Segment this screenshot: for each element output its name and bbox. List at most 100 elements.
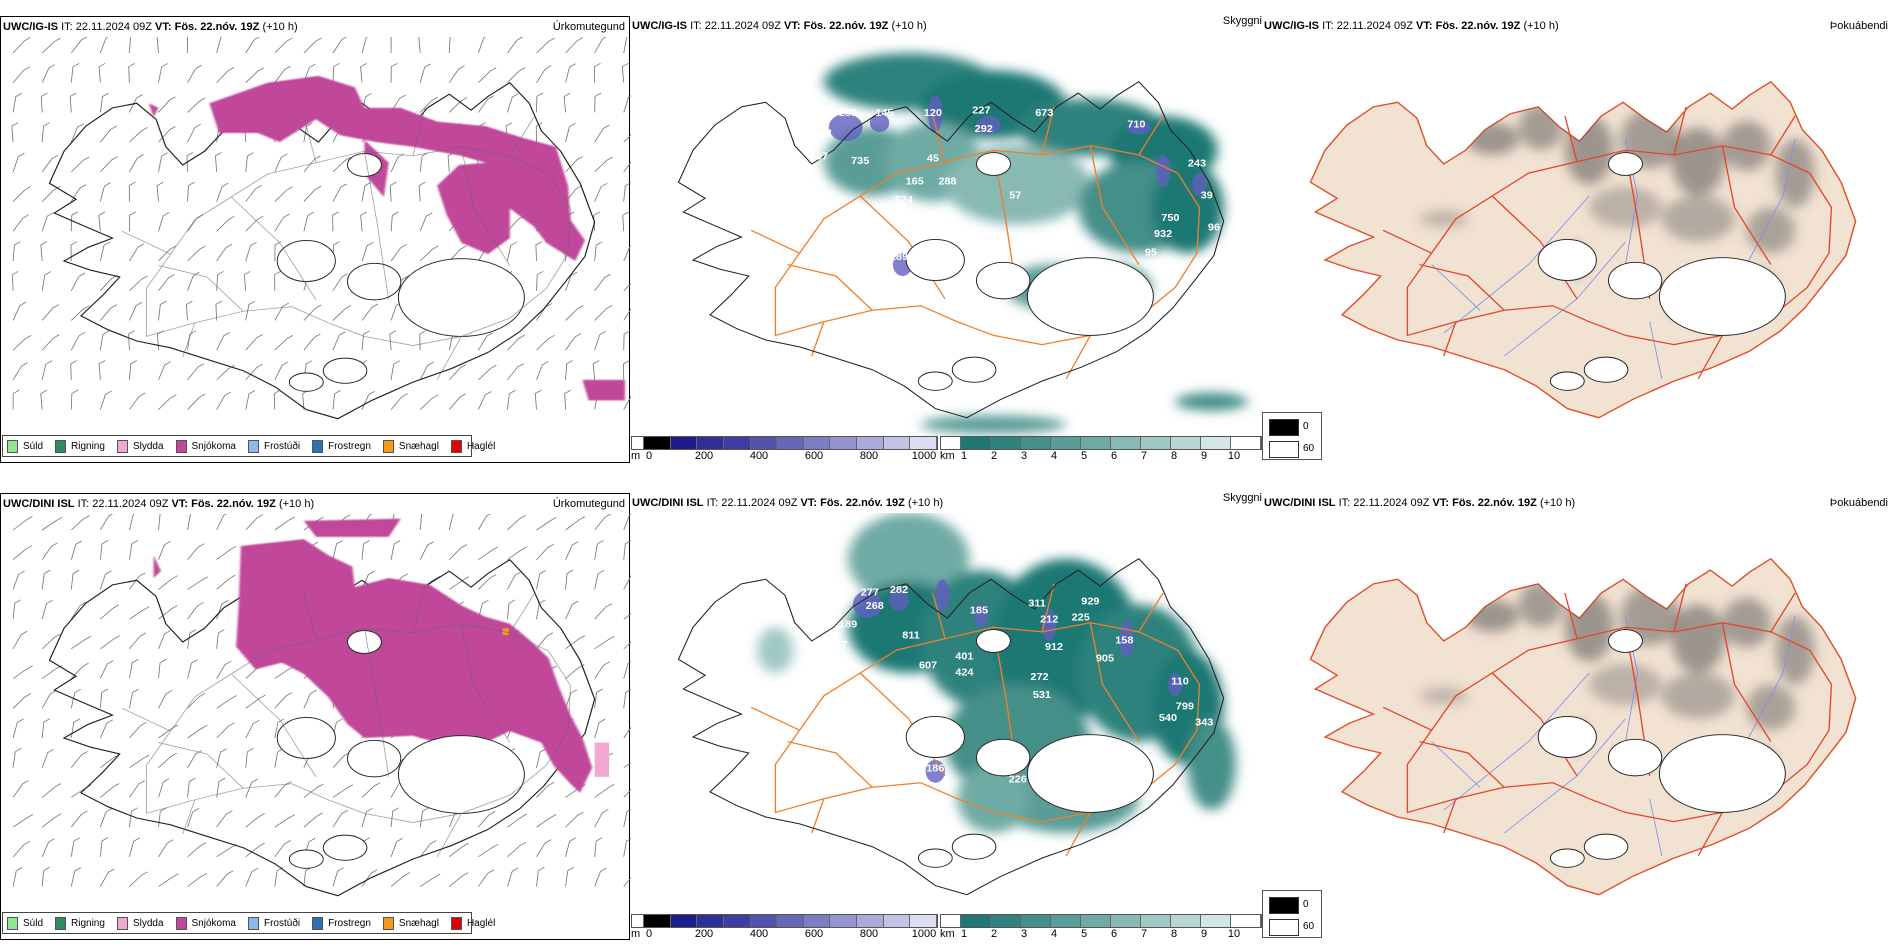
wind-barb (69, 92, 77, 113)
glacier-outline (976, 629, 1011, 653)
colorbar-tick: 5 (1080, 450, 1088, 462)
wind-barb (623, 808, 631, 828)
wind-barb (419, 96, 438, 113)
fog-blob (1746, 684, 1796, 731)
legend-label: Snjókoma (191, 917, 236, 929)
wind-barb (245, 390, 256, 410)
wind-barb (594, 182, 608, 202)
wind-barb (129, 606, 150, 620)
colorbar-cell (777, 915, 804, 927)
wind-barb (361, 37, 369, 54)
wind-barb (41, 665, 63, 679)
colorbar-cell (750, 437, 778, 449)
wind-barb (419, 212, 433, 232)
colorbar-cell (1231, 915, 1261, 927)
wind-barb (216, 67, 235, 83)
road-line (1721, 622, 1772, 742)
wind-barb (129, 837, 140, 857)
wind-barb (245, 152, 254, 172)
wind-barb (98, 62, 106, 83)
visibility-blob (1175, 392, 1248, 411)
wind-barb (215, 152, 222, 172)
wind-barb (594, 273, 611, 291)
panel-title: Úrkomutegund (552, 498, 625, 510)
wind-barb (187, 777, 196, 798)
wind-barb (41, 599, 53, 620)
wind-barb (274, 302, 290, 321)
snowfall-patch (209, 75, 585, 261)
ceiling-value-label: 147 (829, 639, 847, 651)
colorbar-cell (961, 915, 991, 927)
wind-barb (447, 152, 455, 172)
wind-barb (419, 63, 431, 83)
lead-time: (+10 h) (262, 21, 298, 33)
wind-barb (158, 96, 176, 113)
low-ceiling-field (828, 95, 1207, 299)
ceiling-value-label: 186 (926, 763, 944, 775)
wind-barb (594, 92, 602, 113)
wind-barb (11, 122, 19, 143)
glacier-outline (1583, 833, 1629, 860)
wind-barb (565, 516, 586, 531)
wind-barb (185, 300, 193, 321)
wind-barb (594, 661, 611, 679)
colorbar-tick: 9 (1200, 450, 1208, 462)
wind-barb (536, 632, 554, 650)
wind-barb (12, 599, 21, 620)
wind-barb (70, 332, 86, 351)
coastline (48, 558, 596, 897)
model-name: UWC/DINI ISL (632, 497, 704, 509)
panel-title: Þokuábendi (1829, 497, 1888, 509)
lead-time: (+10 h) (907, 497, 944, 509)
ceiling-value-label: 288 (938, 176, 956, 188)
road-line (1382, 706, 1432, 731)
legend-swatch (382, 439, 394, 453)
precip-legend: Súld Rigning Slydda Snjókoma Frostúði Frostre… (2, 912, 495, 934)
ceiling-value-label: 495 (1106, 797, 1124, 809)
ceiling-colorbar: m 0 200 400 600 800 1000 (631, 914, 938, 944)
valid-time: Fös. 22.nóv. 19Z (174, 21, 260, 33)
wind-barb (70, 37, 88, 54)
wind-barb (419, 840, 437, 858)
legend-item: Frostregn (312, 916, 371, 930)
wind-barb (565, 156, 584, 173)
legend-label: Haglél (466, 917, 496, 929)
ceiling-colorbar: m 0 200 400 600 800 1000 (631, 436, 938, 466)
wind-barb (274, 186, 293, 202)
ceiling-blob (1126, 120, 1151, 135)
glacier-outline (397, 735, 525, 814)
glacier-outline (1608, 261, 1663, 300)
wind-barb (12, 748, 22, 768)
legend-item: Snæhagl (382, 916, 439, 930)
wind-barb (99, 182, 111, 202)
low-visibility-field (757, 513, 1236, 833)
model-name: UWC/DINI ISL (1264, 497, 1336, 509)
wind-barb (565, 600, 579, 620)
wind-barb (623, 688, 631, 709)
road-line (1138, 592, 1164, 633)
fog-blob (1589, 186, 1662, 228)
ceiling-blob (928, 95, 943, 132)
ceiling-value-label: 382 (992, 158, 1010, 170)
colorbar-tick: 10 (1227, 928, 1241, 940)
fog-index-legend: 0 60 (1262, 412, 1322, 460)
panel-title: Skyggni (1222, 15, 1262, 27)
ceiling-blob (1155, 154, 1171, 187)
legend-swatch (7, 916, 18, 930)
legend-label: Haglél (466, 440, 496, 452)
wind-barb (216, 695, 237, 709)
wind-barb (12, 389, 20, 410)
legend-swatch (175, 916, 187, 930)
wind-barb (129, 659, 139, 679)
wind-barb (594, 540, 604, 560)
visibility-colorbar: km 1 2 3 4 5 6 7 8 9 10 (940, 436, 1262, 466)
wind-barb (158, 690, 173, 709)
fog-blob (1518, 104, 1563, 151)
legend-item: Haglél (450, 916, 496, 930)
wind-barb (41, 360, 53, 380)
glacier-outline (322, 357, 368, 384)
wind-barb (332, 156, 352, 173)
wind-barb (390, 37, 392, 53)
road-line (932, 115, 946, 162)
visibility-colorbar: km 1 2 3 4 5 6 7 8 9 10 (940, 914, 1262, 944)
